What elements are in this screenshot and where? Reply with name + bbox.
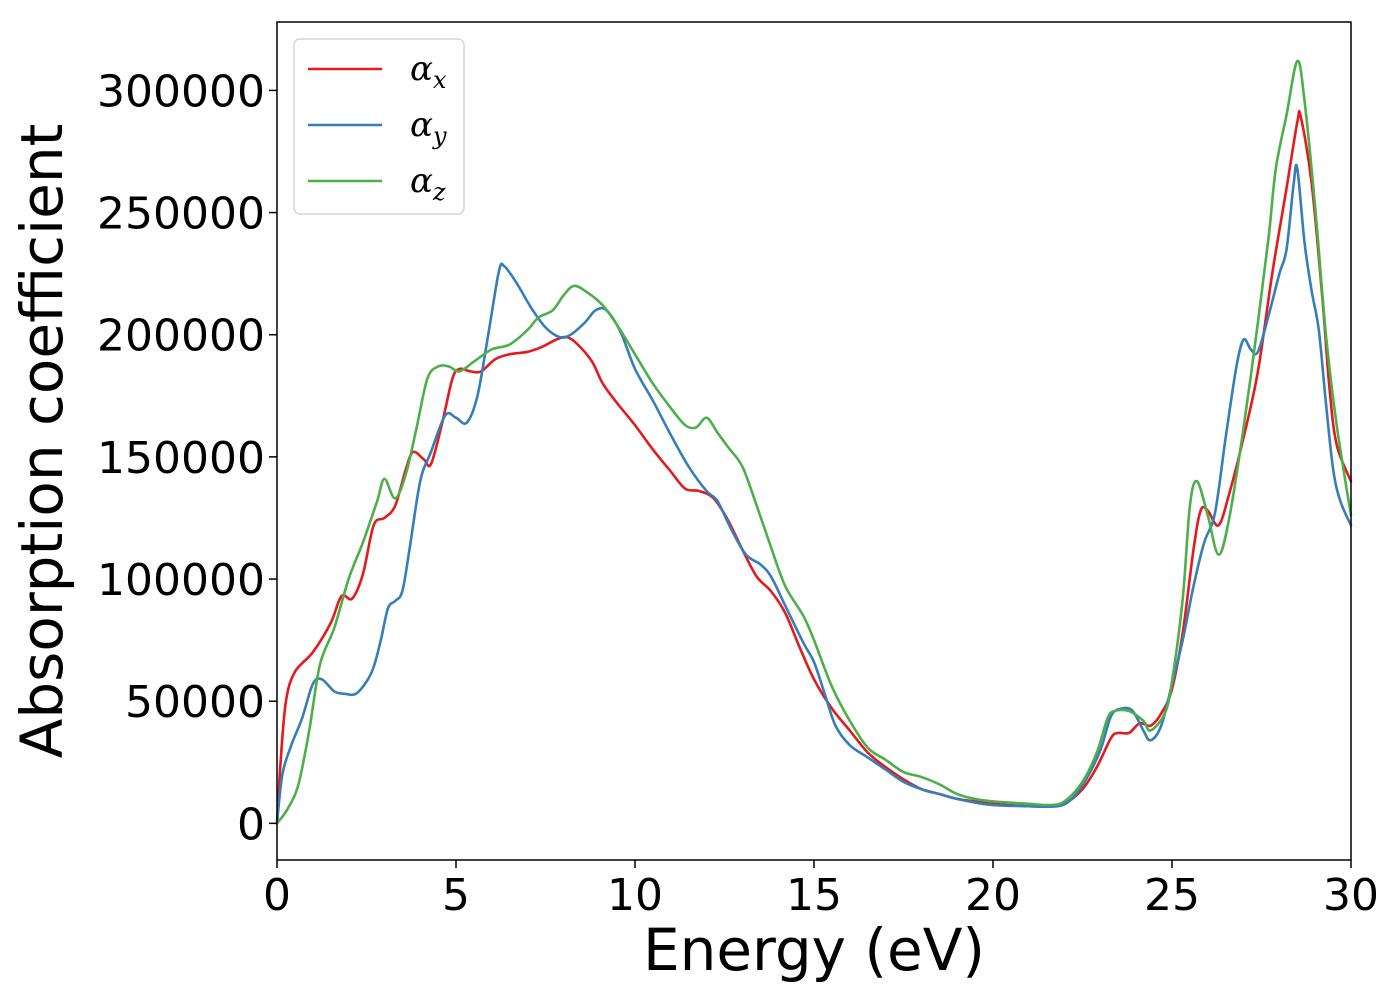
x-tick-label: 0 (263, 870, 291, 921)
x-tick-label: 15 (786, 870, 842, 921)
y-tick-label: 300000 (97, 66, 265, 117)
x-axis-title: Energy (eV) (643, 916, 985, 984)
x-tick-label: 25 (1144, 870, 1200, 921)
y-tick-label: 100000 (97, 555, 265, 606)
series-line-y (275, 163, 1353, 825)
series-line-x (275, 109, 1353, 825)
y-tick-label: 250000 (97, 189, 265, 240)
y-tick-label: 200000 (97, 311, 265, 362)
x-tick-label: 30 (1323, 870, 1379, 921)
x-axis: 0 5 10 15 20 25 30 (263, 860, 1379, 921)
y-axis-title: Absorption coefficient (8, 124, 76, 759)
y-tick-label: 50000 (125, 677, 265, 728)
y-tick-label: 150000 (97, 433, 265, 484)
legend-box (293, 38, 465, 215)
series-lines (275, 59, 1353, 825)
y-axis: 0 50000 100000 150000 200000 250000 300000 (97, 66, 277, 850)
series-line-z (275, 59, 1353, 825)
x-tick-label: 5 (442, 870, 470, 921)
x-tick-label: 10 (607, 870, 663, 921)
legend-label-z: αz (410, 161, 446, 206)
x-tick-label: 20 (965, 870, 1021, 921)
y-tick-label: 0 (237, 799, 265, 850)
